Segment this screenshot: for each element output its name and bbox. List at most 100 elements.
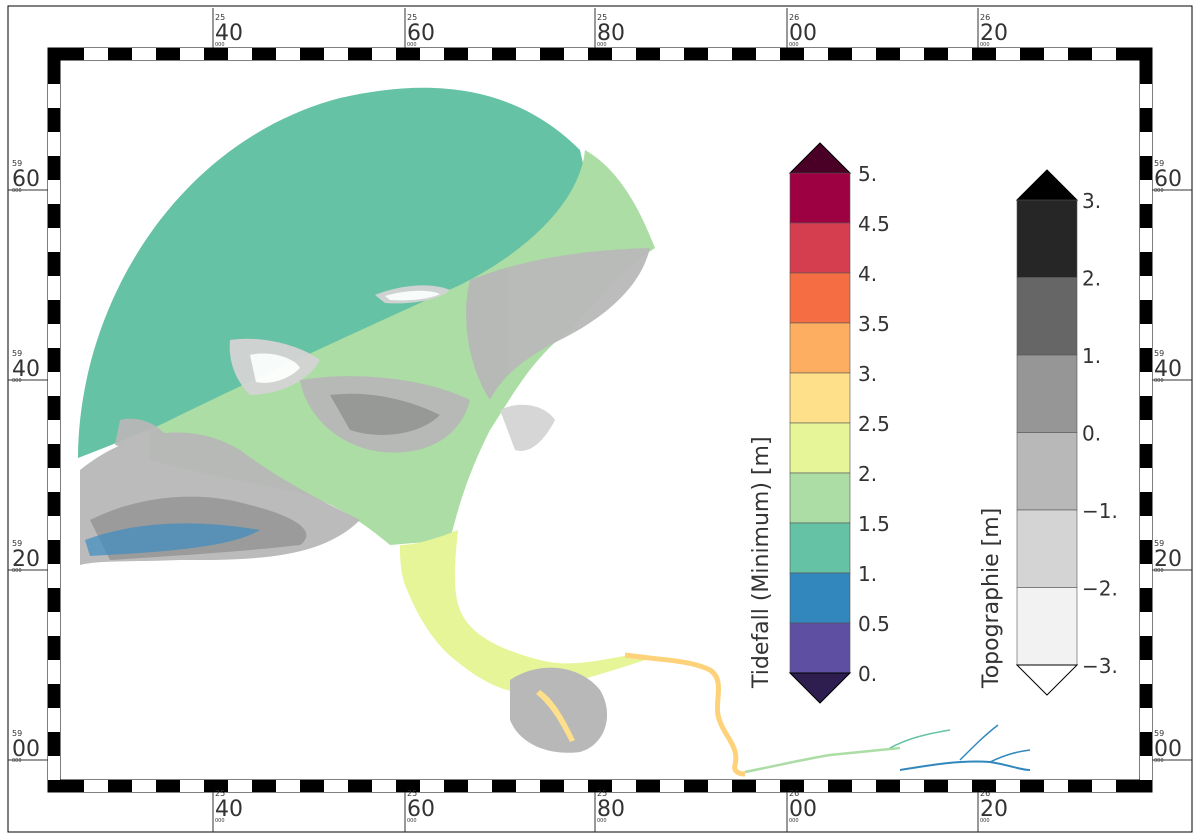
- coord-tick-suffix: 000: [789, 818, 799, 824]
- tidefall-legend-swatch: [789, 422, 851, 474]
- coord-tick-suffix: 000: [12, 758, 22, 764]
- coord-tick-suffix: 000: [1154, 188, 1164, 194]
- coord-tick-value: 60: [1154, 167, 1182, 192]
- coord-tick-suffix: 000: [789, 42, 799, 48]
- topo-legend-label: −3.: [1082, 654, 1118, 678]
- tidefall-legend-swatch: [789, 372, 851, 424]
- topo-legend-swatch: [1016, 277, 1078, 356]
- coord-tick-prefix: 59: [1154, 159, 1164, 168]
- side-basin-channels: [536, 690, 575, 742]
- coord-tick-value: 20: [980, 21, 1008, 46]
- coord-tick-value: 60: [407, 21, 435, 46]
- tidefall-legend-label: 0.: [858, 662, 877, 686]
- offshore-sea-region: [78, 87, 600, 458]
- coord-tick-prefix: 59: [12, 349, 22, 358]
- river: [624, 652, 746, 777]
- topo-legend-label: −2.: [1082, 577, 1118, 601]
- coord-tick-value: 80: [597, 21, 625, 46]
- coord-tick-prefix: 26: [980, 789, 990, 798]
- coord-tick-suffix: 000: [597, 818, 607, 824]
- coord-tick-prefix: 59: [1154, 729, 1164, 738]
- coord-tick-prefix: 59: [1154, 539, 1164, 548]
- coord-tick-prefix: 25: [597, 13, 607, 22]
- tidefall-legend-label: 4.: [858, 262, 877, 286]
- coord-tick-value: 40: [215, 797, 243, 822]
- tidefall-legend-label: 5.: [858, 162, 877, 186]
- coord-tick-value: 00: [789, 21, 817, 46]
- topo-legend-swatch: [1016, 509, 1078, 588]
- coord-tick-suffix: 000: [12, 378, 22, 384]
- legend-topography-title: Topographie [m]: [979, 508, 1004, 689]
- legend-tidefall-title: Tidefall (Minimum) [m]: [749, 436, 774, 689]
- coord-tick-prefix: 59: [12, 539, 22, 548]
- tidefall-legend-swatch: [789, 522, 851, 574]
- topo-legend-swatch: [1016, 354, 1078, 433]
- topo-legend-swatch: [1016, 587, 1078, 666]
- topo-legend-label: 1.: [1082, 344, 1101, 368]
- tidefall-legend-swatch: [789, 222, 851, 274]
- topo-legend-swatch: [1016, 432, 1078, 511]
- topo-legend-label: 2.: [1082, 267, 1101, 291]
- coord-tick-value: 00: [12, 737, 40, 762]
- topo-legend-under-triangle: [1015, 664, 1079, 696]
- tidefall-legend-swatch: [789, 622, 851, 674]
- coord-tick-suffix: 000: [12, 568, 22, 574]
- coord-tick-suffix: 000: [1154, 758, 1164, 764]
- inner-bay-region: [150, 150, 655, 545]
- coord-tick-value: 20: [980, 797, 1008, 822]
- coord-tick-suffix: 000: [1154, 568, 1164, 574]
- coord-tick-value: 40: [1154, 357, 1182, 382]
- coord-tick-prefix: 59: [12, 729, 22, 738]
- topo-legend-label: 0.: [1082, 422, 1101, 446]
- legend-topography: 3. 2. 1. 0. −1. −2. −3.: [1015, 169, 1118, 696]
- coord-tick-prefix: 26: [980, 13, 990, 22]
- coord-tick-prefix: 25: [597, 789, 607, 798]
- coord-tick-value: 00: [789, 797, 817, 822]
- coord-tick-prefix: 25: [407, 789, 417, 798]
- coord-tick-prefix: 25: [215, 13, 225, 22]
- coord-tick-value: 60: [407, 797, 435, 822]
- topo-legend-label: −1.: [1082, 499, 1118, 523]
- tidefall-legend-swatch: [789, 272, 851, 324]
- tidefall-legend-swatch: [789, 472, 851, 524]
- coord-tick-value: 80: [597, 797, 625, 822]
- tidefall-legend-label: 1.: [858, 562, 877, 586]
- coord-tick-suffix: 000: [407, 818, 417, 824]
- coord-tick-prefix: 59: [12, 159, 22, 168]
- tidefall-legend-swatch: [789, 322, 851, 374]
- coord-tick-value: 40: [215, 21, 243, 46]
- tidefall-legend-label: 3.: [858, 362, 877, 386]
- coord-tick-value: 20: [12, 547, 40, 572]
- tidefall-legend-under-triangle: [788, 672, 852, 704]
- coord-tick-prefix: 26: [789, 13, 799, 22]
- topo-legend-label: 3.: [1082, 189, 1101, 213]
- tidefall-legend-swatch: [789, 572, 851, 624]
- coord-tick-suffix: 000: [215, 818, 225, 824]
- tidefall-legend-swatch: [789, 172, 851, 224]
- tidefall-legend-label: 2.: [858, 462, 877, 486]
- coord-tick-value: 40: [12, 357, 40, 382]
- coord-tick-prefix: 26: [789, 789, 799, 798]
- tidefall-legend-label: 4.5: [858, 212, 890, 236]
- coord-tick-suffix: 000: [980, 818, 990, 824]
- coord-tick-prefix: 25: [407, 13, 417, 22]
- coord-tick-suffix: 000: [980, 42, 990, 48]
- coord-tick-suffix: 000: [407, 42, 417, 48]
